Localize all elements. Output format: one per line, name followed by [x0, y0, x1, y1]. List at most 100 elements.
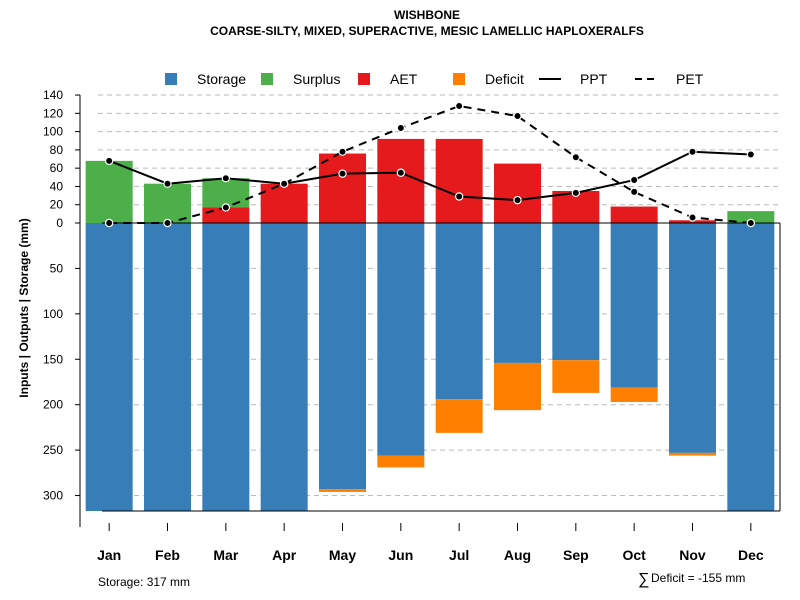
- ppt-point: [746, 150, 756, 159]
- pet-point: [688, 213, 697, 222]
- surplus-bar: [85, 160, 133, 223]
- legend-swatch: [453, 73, 465, 85]
- chart-subtitle: COARSE-SILTY, MIXED, SUPERACTIVE, MESIC …: [210, 24, 644, 38]
- storage-bar: [552, 223, 600, 361]
- sigma-symbol: ∑: [638, 571, 649, 588]
- x-tick-label: Apr: [272, 547, 297, 563]
- x-tick-label: Nov: [679, 547, 706, 563]
- deficit-bar: [377, 455, 425, 468]
- aet-bar: [435, 138, 483, 223]
- y-tick-label: 0: [56, 216, 63, 230]
- ppt-line: [108, 150, 751, 202]
- y-tick-label: 50: [50, 261, 64, 275]
- x-tick-label: Feb: [155, 547, 180, 563]
- pet-point: [746, 218, 756, 228]
- ppt-point: [629, 175, 639, 185]
- aet-bar: [202, 207, 250, 223]
- legend-swatch: [165, 73, 177, 85]
- deficit-bar: [610, 387, 658, 402]
- x-tick-label: Jul: [449, 547, 469, 563]
- y-tick-label: 20: [50, 198, 64, 212]
- bars: [85, 138, 775, 511]
- pet-point: [454, 101, 464, 111]
- pet-point: [629, 187, 639, 197]
- storage-bar: [202, 223, 250, 511]
- deficit-bar: [435, 399, 483, 433]
- surplus-bar: [727, 211, 775, 223]
- surplus-bar: [144, 183, 191, 223]
- deficit-bar: [494, 362, 541, 411]
- x-tick-label: May: [329, 547, 356, 563]
- deficit-bar: [319, 489, 366, 492]
- ppt-point: [163, 179, 172, 188]
- x-tick-label: Jan: [97, 547, 121, 563]
- y-tick-label: 120: [43, 106, 63, 120]
- deficit-bar: [552, 360, 600, 393]
- legend-label: PET: [676, 71, 704, 87]
- aet-bar: [494, 163, 541, 223]
- y-tick-label: 100: [43, 125, 63, 139]
- ppt-point: [338, 169, 347, 178]
- storage-bar: [319, 223, 366, 490]
- surplus-bar: [202, 178, 250, 208]
- legend: Storage Surplus AET Deficit PPT PET: [165, 71, 704, 87]
- pet-point: [513, 111, 522, 121]
- y-tick-label: 40: [50, 179, 64, 193]
- y-tick-label: 100: [43, 307, 63, 321]
- pet-point: [221, 203, 231, 212]
- storage-bar: [435, 223, 483, 400]
- y-tick-label: 200: [43, 398, 63, 412]
- deficit-bar: [669, 452, 716, 456]
- legend-label: Storage: [197, 71, 246, 87]
- ppt-point: [221, 174, 231, 183]
- x-tick-label: Mar: [213, 547, 238, 563]
- ppt-point: [688, 147, 697, 156]
- pet-point: [163, 218, 172, 228]
- y-axis-label: Inputs | Outputs | Storage (mm): [17, 218, 31, 397]
- storage-bar: [610, 223, 658, 388]
- y-tick-label: 300: [43, 489, 63, 503]
- pet-point: [104, 218, 114, 228]
- x-tick-label: Jun: [388, 547, 413, 563]
- pet-point: [396, 123, 406, 133]
- y-tick-label: 250: [43, 443, 63, 457]
- pet-point: [279, 179, 289, 188]
- pet-point: [338, 147, 347, 156]
- legend-label: PPT: [580, 71, 608, 87]
- gridlines: [98, 94, 780, 497]
- legend-label: Deficit: [485, 71, 524, 87]
- aet-bar: [610, 206, 658, 223]
- storage-bar: [260, 223, 308, 511]
- x-tick-label: Aug: [504, 547, 531, 563]
- legend-label: AET: [390, 71, 418, 87]
- aet-bar: [319, 153, 366, 223]
- ppt-point: [571, 188, 581, 198]
- deficit-total: Deficit = -155 mm: [651, 571, 745, 585]
- ppt-point: [454, 192, 464, 201]
- y-tick-label: 80: [50, 143, 64, 157]
- legend-swatch: [261, 73, 273, 85]
- x-tick-label: Dec: [738, 547, 764, 563]
- plot-frame: [102, 222, 781, 512]
- storage-bar: [85, 223, 133, 511]
- storage-bar: [494, 223, 541, 363]
- legend-label: Surplus: [293, 71, 340, 87]
- storage-bar: [727, 223, 775, 511]
- pet-line: [109, 104, 751, 224]
- x-tick-label: Oct: [622, 547, 646, 563]
- aet-bar: [377, 138, 425, 223]
- legend-swatch: [358, 73, 370, 85]
- ppt-point: [396, 168, 406, 177]
- x-tick-label: Sep: [563, 547, 589, 563]
- storage-total: Storage: 317 mm: [98, 575, 190, 589]
- ppt-point: [513, 195, 522, 205]
- ppt-point: [104, 156, 114, 166]
- storage-bar: [669, 223, 716, 453]
- series-lines: [104, 101, 756, 228]
- y-tick-label: 60: [50, 161, 64, 175]
- y-tick-label: 140: [43, 88, 63, 102]
- pet-point: [571, 152, 581, 162]
- storage-bar: [144, 223, 191, 511]
